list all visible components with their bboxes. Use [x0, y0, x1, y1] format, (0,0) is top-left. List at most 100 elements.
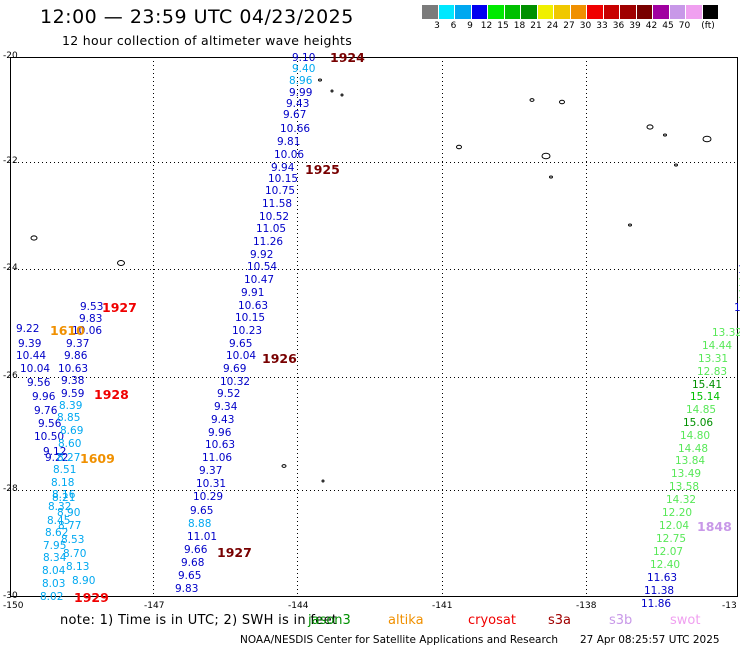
colorbar-label: 45: [662, 21, 674, 31]
swh-value: 8.16: [52, 489, 76, 501]
swh-value: 9.83: [175, 583, 198, 595]
latitude-label: -26: [3, 371, 18, 381]
swh-value: 10.63: [238, 300, 268, 312]
satellite-legend-item: s3b: [609, 613, 633, 628]
colorbar-swatch: [537, 5, 553, 19]
swh-value: 13.39: [738, 277, 740, 289]
swh-value: 10.06: [274, 149, 304, 161]
colorbar-label: 24: [546, 21, 559, 31]
swh-value: 9.22: [45, 452, 68, 464]
swh-value: 13.58: [669, 481, 699, 493]
swh-value: 9.56: [38, 418, 62, 430]
swh-value: 8.53: [61, 534, 84, 546]
swh-value: 9.12: [43, 446, 66, 458]
island: [321, 479, 325, 483]
swh-value: 15.14: [690, 391, 720, 403]
swh-value: 8.77: [58, 520, 81, 532]
swh-value: 8.18: [51, 477, 74, 489]
swh-value: 10.52: [259, 211, 289, 223]
swh-value: 11.58: [262, 198, 292, 210]
swh-value: 13.84: [675, 455, 705, 467]
swh-value: 9.86: [64, 350, 88, 362]
swh-value: 10.47: [244, 274, 274, 286]
colorbar-label: 9: [467, 21, 473, 31]
swh-value: 10.32: [220, 376, 250, 388]
satellite-legend-item: jason3: [308, 613, 351, 628]
swh-value: 9.66: [184, 544, 208, 556]
swh-value: 8.96: [289, 75, 313, 87]
swh-value: 9.94: [271, 162, 295, 174]
longitude-label: -147: [144, 601, 165, 611]
longitude-label: -141: [432, 601, 453, 611]
swh-value: 9.67: [283, 109, 306, 121]
swh-value: 8.62: [45, 527, 68, 539]
colorbar-label: 39: [629, 21, 641, 31]
longitude-label: -144: [288, 601, 309, 611]
swh-value: 9.22: [16, 323, 39, 335]
swh-value: 12.75: [656, 533, 686, 545]
swh-value: 14.85: [686, 404, 716, 416]
swh-value: 10.44: [16, 350, 46, 362]
swh-value: 11.63: [647, 572, 677, 584]
swh-value: 9.59: [61, 388, 84, 400]
swh-value: 9.65: [229, 338, 252, 350]
colorbar-swatch: [438, 5, 454, 19]
swh-value: 11.38: [644, 585, 674, 597]
satellite-legend-item: cryosat: [468, 613, 516, 628]
island: [674, 163, 678, 167]
colorbar-swatch: [471, 5, 487, 19]
swh-value: 14.32: [666, 494, 696, 506]
longitude-label: -150: [3, 601, 24, 611]
swh-value: 10.66: [280, 123, 310, 135]
swh-value: 12.40: [650, 559, 680, 571]
swh-value: 9.38: [61, 375, 84, 387]
colorbar-label: 70: [678, 21, 691, 31]
latitude-label: -24: [3, 263, 18, 273]
island: [529, 98, 535, 102]
swh-value: 9.69: [223, 363, 246, 375]
swh-value: 12.83: [697, 366, 727, 378]
island: [30, 235, 38, 241]
satellite-legend-item: altika: [388, 613, 424, 628]
swh-value: 11.86: [641, 598, 671, 610]
swh-value: 9.43: [211, 414, 234, 426]
colorbar-label: 33: [596, 21, 608, 31]
island: [281, 464, 287, 468]
swh-value: 9.34: [214, 401, 238, 413]
swh-value: 11.70: [734, 302, 740, 314]
swh-value: 8.34: [43, 552, 67, 564]
swh-value: 8.90: [57, 507, 80, 519]
swh-value: 9.10: [292, 52, 315, 64]
swh-value: 12.07: [653, 546, 683, 558]
swh-value: 9.92: [250, 249, 273, 261]
swh-value: 10.04: [20, 363, 50, 375]
colorbar-label: 42: [645, 21, 658, 31]
swh-value: 9.83: [79, 313, 102, 325]
colorbar-label: 6: [450, 21, 457, 31]
swh-value: 9.37: [66, 338, 89, 350]
swh-value: 9.96: [208, 427, 232, 439]
colorbar-label: 30: [579, 21, 592, 31]
swh-value: 8.45: [47, 515, 70, 527]
island: [628, 223, 632, 227]
wave-height-map: 9.109.999.439.6710.669.8110.069.9410.151…: [10, 50, 740, 610]
swh-value: 8.60: [58, 438, 81, 450]
swh-value: 12.97: [738, 289, 740, 301]
swh-value: 10.23: [232, 325, 262, 337]
island: [559, 99, 565, 105]
swh-value: 10.63: [58, 363, 88, 375]
pass-time-label: 1924: [330, 50, 365, 65]
swh-value: 10.04: [226, 350, 256, 362]
island: [330, 89, 334, 93]
swh-value: 10.63: [205, 439, 235, 451]
swh-value: 9.65: [178, 570, 201, 582]
swh-value: 11.01: [187, 531, 217, 543]
colorbar-swatch: [570, 5, 586, 19]
swh-value: 8.69: [60, 425, 83, 437]
swh-value: 9.76: [34, 405, 58, 417]
swh-value: 10.15: [235, 312, 265, 324]
swh-value: 8.90: [72, 575, 95, 587]
colorbar-swatch: [686, 5, 702, 19]
island: [541, 152, 551, 160]
swh-value: 8.51: [53, 464, 76, 476]
